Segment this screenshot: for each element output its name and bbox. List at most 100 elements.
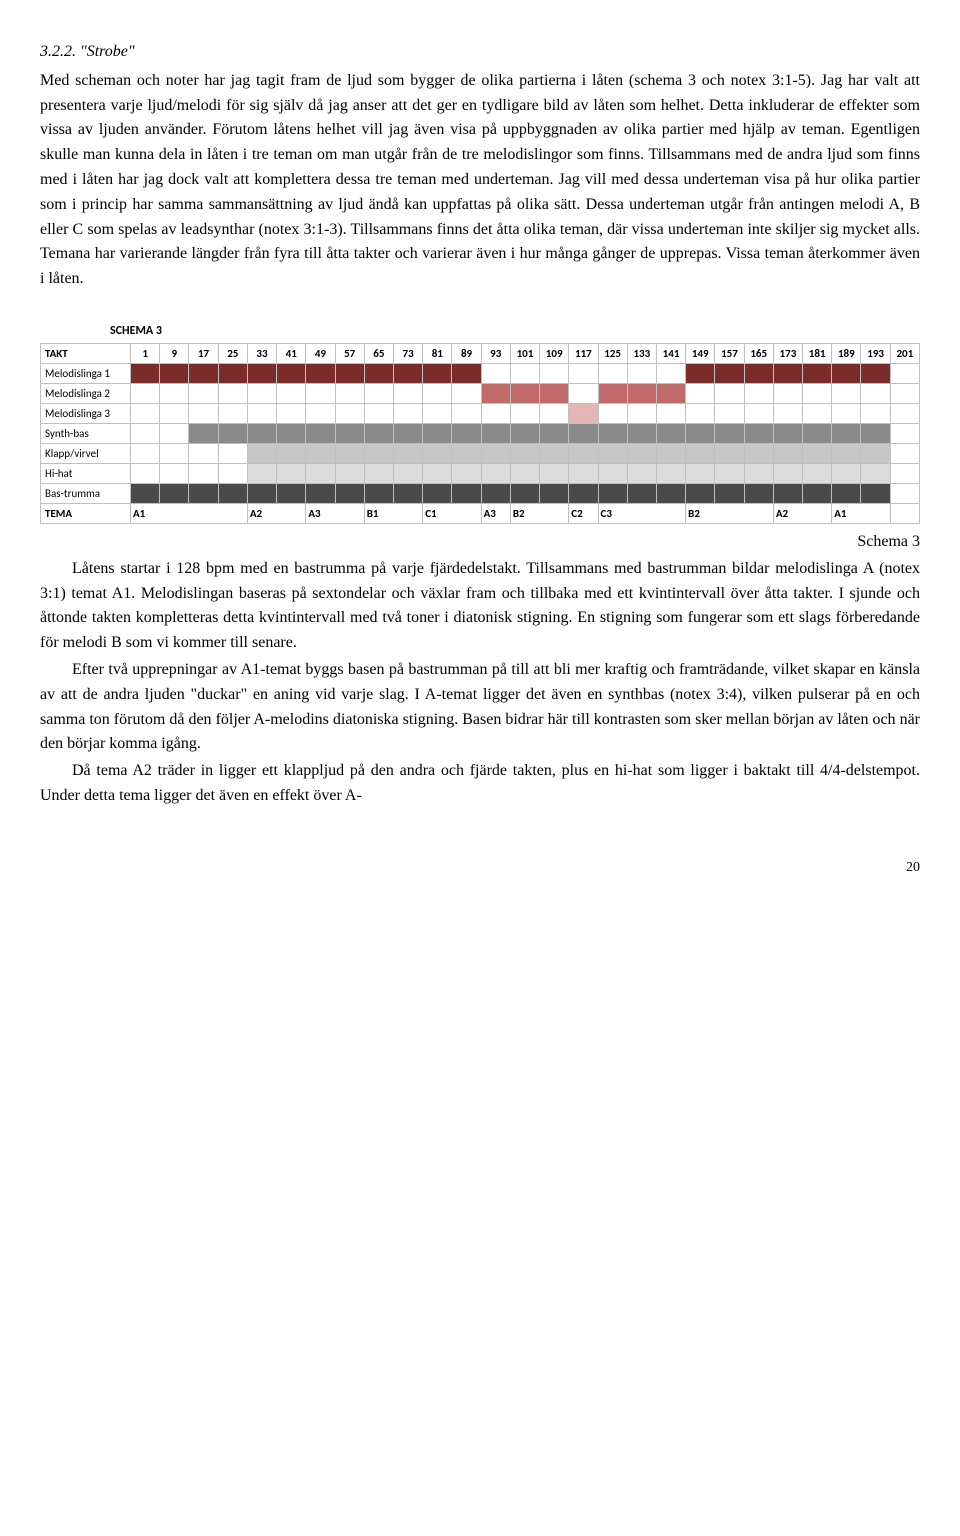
cell [627, 463, 656, 483]
cell [335, 483, 364, 503]
cell [364, 383, 393, 403]
cell [715, 463, 744, 483]
cell [598, 423, 627, 443]
cell [861, 483, 890, 503]
cell [803, 463, 832, 483]
cell [218, 423, 247, 443]
track-label: Klapp/virvel [41, 443, 131, 463]
tema-segment: C2 [569, 503, 598, 523]
tema-segment: A1 [131, 503, 248, 523]
cell [452, 423, 481, 443]
cell [803, 363, 832, 383]
cell [510, 423, 539, 443]
cell [481, 383, 510, 403]
cell [364, 463, 393, 483]
cell [744, 403, 773, 423]
tema-label: TEMA [41, 503, 131, 523]
cell [423, 383, 452, 403]
track-label: Hi-hat [41, 463, 131, 483]
cell [861, 363, 890, 383]
cell [131, 383, 160, 403]
cell [481, 483, 510, 503]
cell [686, 423, 715, 443]
tema-segment: A3 [306, 503, 364, 523]
cell [656, 423, 685, 443]
cell [160, 463, 189, 483]
cell [598, 443, 627, 463]
cell [393, 483, 422, 503]
cell [247, 443, 276, 463]
tick: 73 [393, 343, 422, 363]
paragraph-3: Efter två upprepningar av A1-temat byggs… [40, 658, 920, 757]
cell [189, 443, 218, 463]
tick: 133 [627, 343, 656, 363]
cell [686, 483, 715, 503]
cell [861, 383, 890, 403]
cell [335, 443, 364, 463]
cell [364, 403, 393, 423]
cell [627, 423, 656, 443]
cell [773, 383, 802, 403]
cell [423, 403, 452, 423]
cell [686, 403, 715, 423]
cell [627, 403, 656, 423]
cell [218, 483, 247, 503]
cell [364, 443, 393, 463]
tick: 49 [306, 343, 335, 363]
cell [773, 403, 802, 423]
cell [452, 443, 481, 463]
cell [832, 483, 861, 503]
cell [277, 363, 306, 383]
cell [861, 403, 890, 423]
page-number: 20 [40, 857, 920, 879]
cell [160, 363, 189, 383]
tick: 141 [656, 343, 685, 363]
cell [131, 423, 160, 443]
tick: 33 [247, 343, 276, 363]
cell [540, 463, 569, 483]
cell [160, 443, 189, 463]
cell [423, 463, 452, 483]
cell [510, 463, 539, 483]
cell [131, 483, 160, 503]
cell [218, 463, 247, 483]
tick: 181 [803, 343, 832, 363]
cell [744, 443, 773, 463]
cell [627, 383, 656, 403]
cell [656, 443, 685, 463]
cell [803, 443, 832, 463]
cell [393, 403, 422, 423]
cell [773, 483, 802, 503]
cell [218, 383, 247, 403]
cell [540, 423, 569, 443]
tema-segment: A1 [832, 503, 890, 523]
tema-segment: A2 [773, 503, 831, 523]
cell [160, 383, 189, 403]
cell [803, 383, 832, 403]
cell [540, 443, 569, 463]
cell [569, 463, 598, 483]
schema-3: SCHEMA 3 TAKT191725334149576573818993101… [40, 320, 920, 524]
cell [686, 363, 715, 383]
cell [364, 483, 393, 503]
cell [481, 463, 510, 483]
cell [306, 383, 335, 403]
cell [656, 483, 685, 503]
cell [306, 483, 335, 503]
cell [656, 383, 685, 403]
cell [452, 483, 481, 503]
cell [189, 383, 218, 403]
cell [715, 443, 744, 463]
cell [569, 403, 598, 423]
cell [803, 423, 832, 443]
cell [247, 363, 276, 383]
cell [335, 383, 364, 403]
tick: 201 [890, 343, 919, 363]
cell [540, 483, 569, 503]
cell [627, 443, 656, 463]
schema-table: TAKT191725334149576573818993101109117125… [40, 343, 920, 524]
tick: 149 [686, 343, 715, 363]
cell [277, 423, 306, 443]
cell [306, 403, 335, 423]
cell [569, 483, 598, 503]
